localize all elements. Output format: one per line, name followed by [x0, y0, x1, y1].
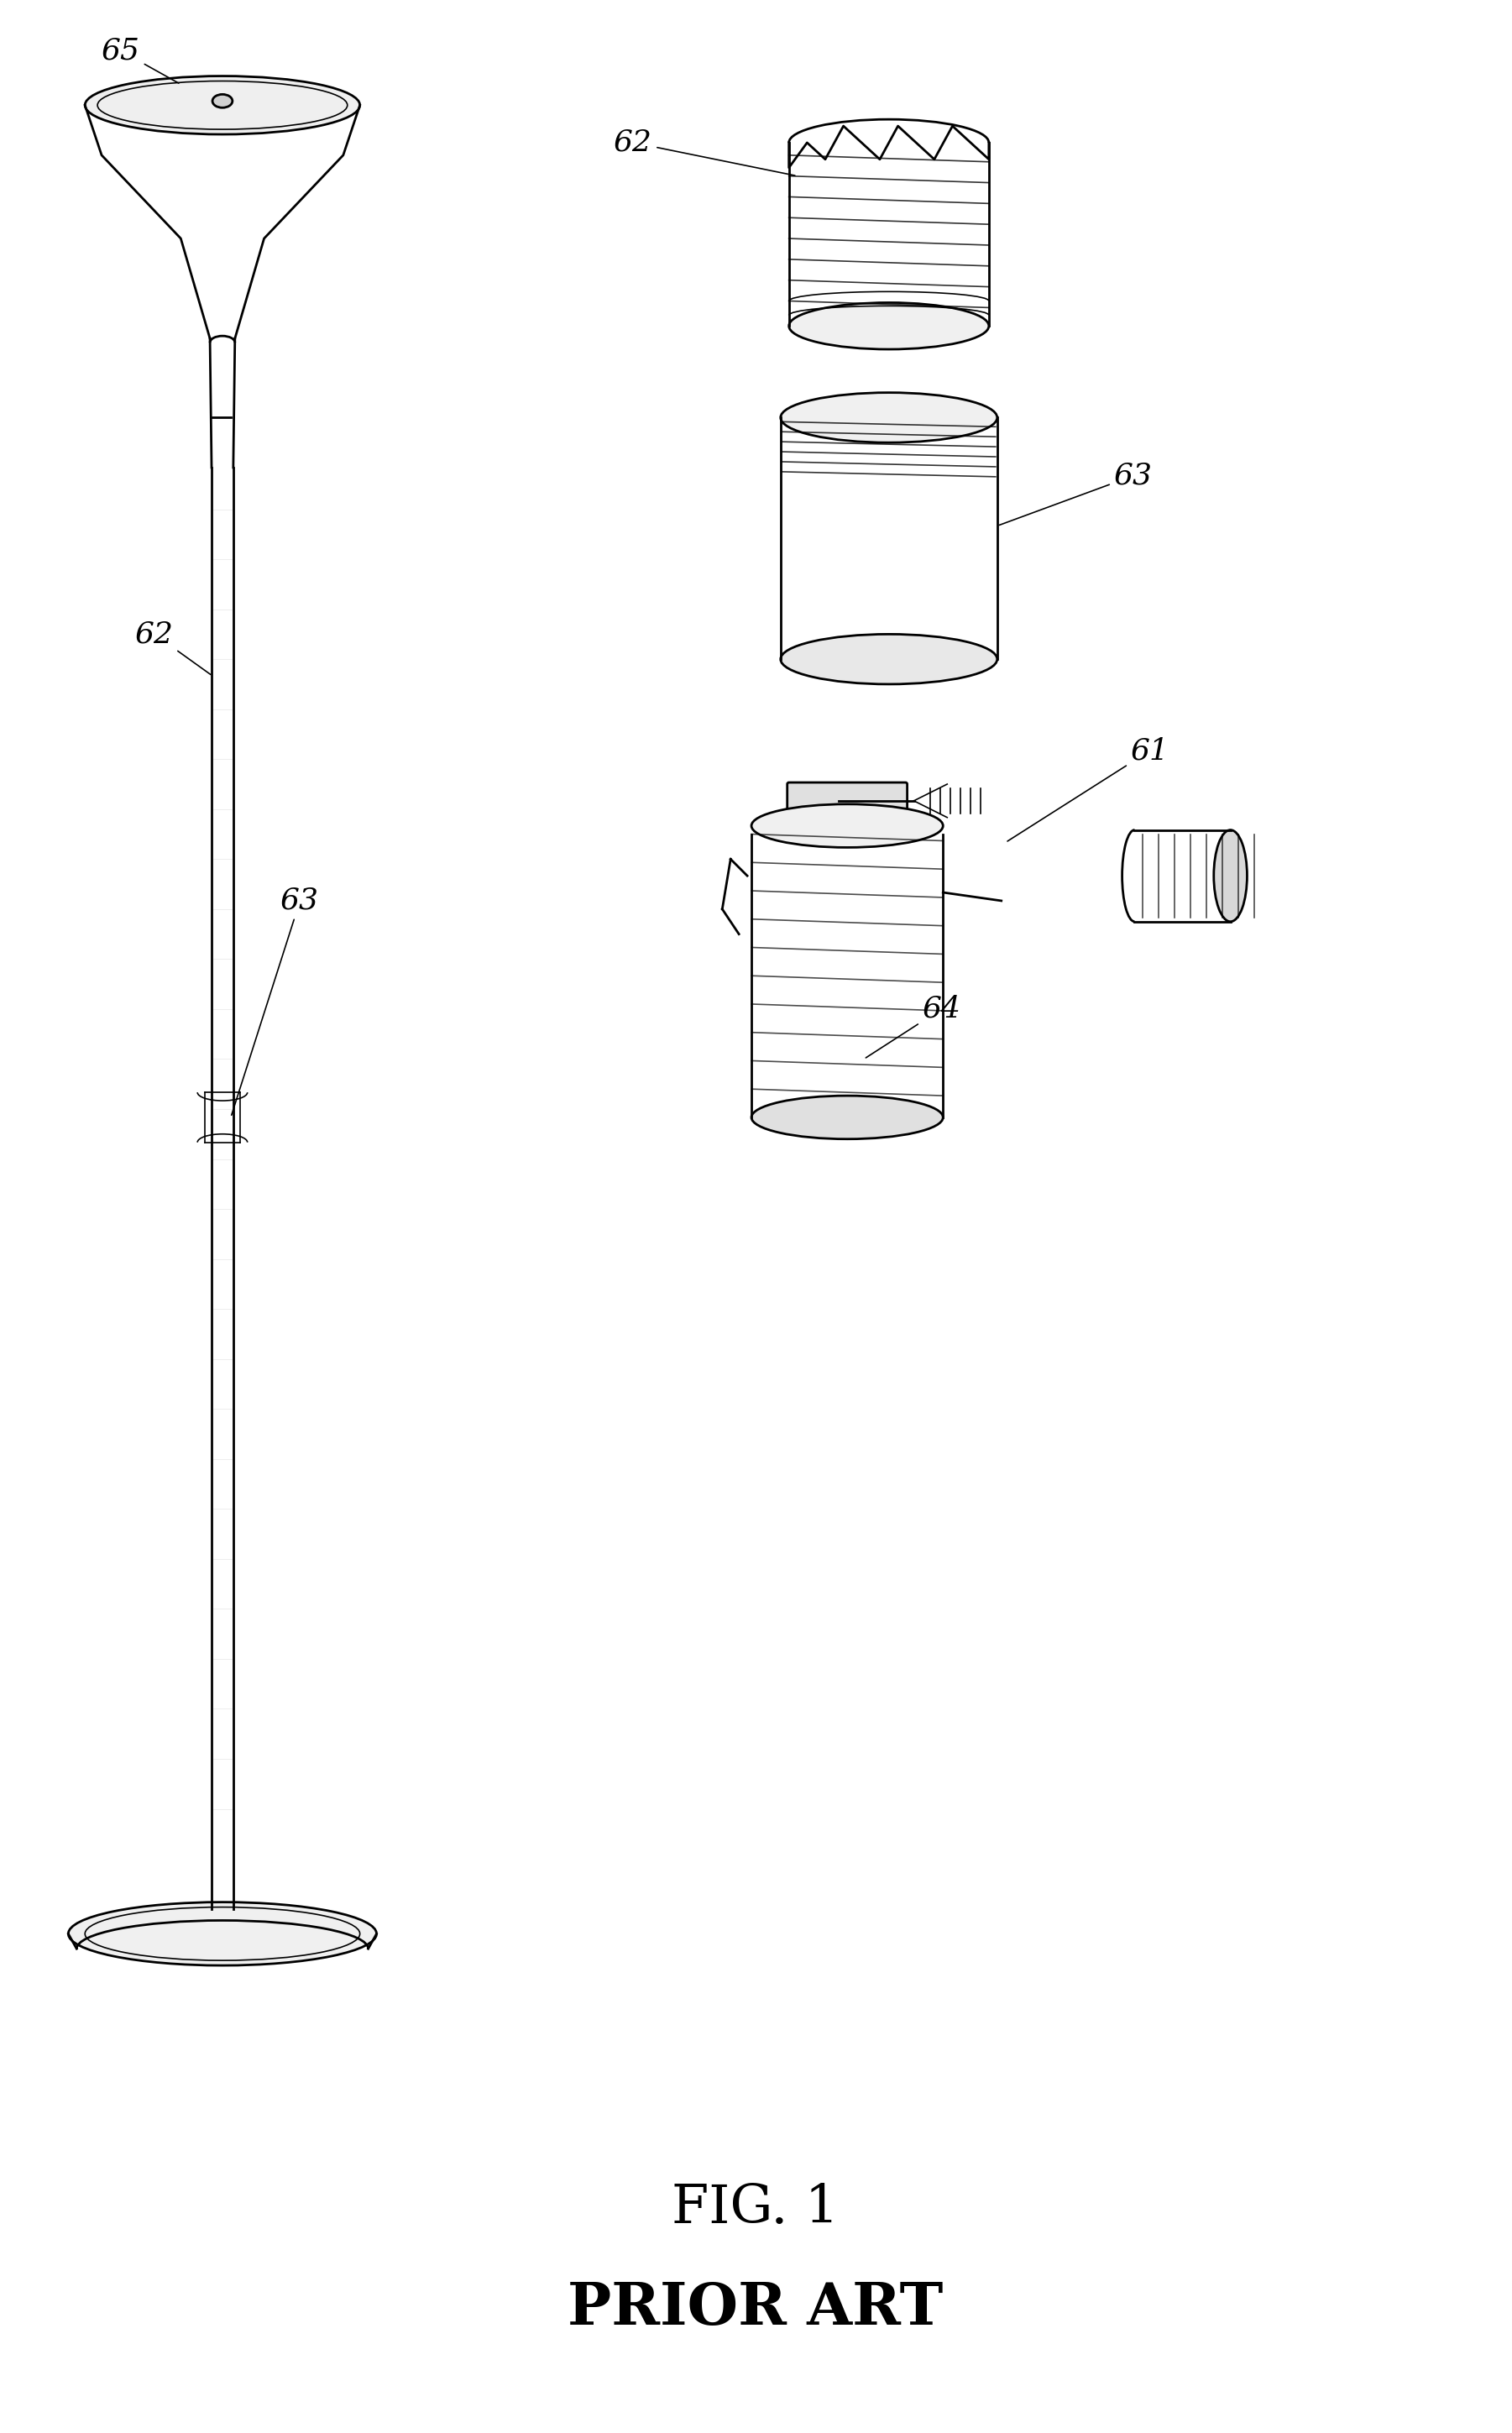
Ellipse shape	[85, 75, 360, 134]
Text: FIG. 1: FIG. 1	[671, 2182, 839, 2233]
FancyBboxPatch shape	[788, 783, 907, 822]
Ellipse shape	[789, 302, 989, 350]
Ellipse shape	[1214, 830, 1247, 922]
Ellipse shape	[751, 805, 943, 847]
Ellipse shape	[68, 1903, 376, 1966]
Ellipse shape	[780, 635, 998, 684]
Text: PRIOR ART: PRIOR ART	[569, 2280, 943, 2336]
Text: 64: 64	[866, 995, 960, 1058]
Ellipse shape	[780, 392, 998, 443]
Ellipse shape	[751, 1095, 943, 1139]
Text: 65: 65	[101, 36, 178, 83]
Text: 63: 63	[231, 886, 319, 1114]
Text: 62: 62	[135, 620, 210, 674]
Text: 62: 62	[614, 129, 795, 175]
Ellipse shape	[212, 95, 233, 107]
Text: 61: 61	[1007, 737, 1169, 842]
Text: 63: 63	[999, 462, 1152, 526]
